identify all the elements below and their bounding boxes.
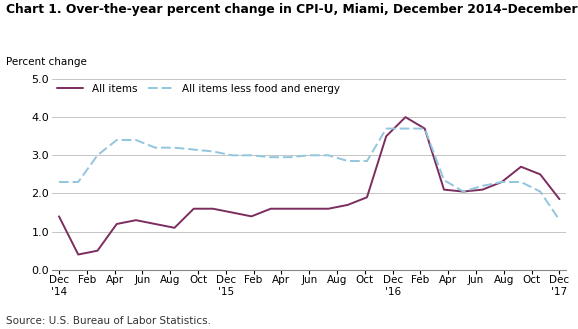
Legend: All items, All items less food and energy: All items, All items less food and energ… bbox=[57, 84, 340, 94]
All items bbox=[209, 207, 216, 211]
All items less food and energy bbox=[132, 138, 139, 142]
All items less food and energy bbox=[402, 127, 409, 131]
Line: All items: All items bbox=[59, 117, 560, 255]
All items bbox=[55, 215, 62, 218]
All items bbox=[132, 218, 139, 222]
All items less food and energy bbox=[364, 159, 370, 163]
All items bbox=[498, 180, 505, 184]
All items less food and energy bbox=[421, 127, 428, 131]
All items bbox=[325, 207, 332, 211]
All items less food and energy bbox=[229, 153, 236, 157]
All items less food and energy bbox=[248, 153, 255, 157]
All items less food and energy bbox=[113, 138, 120, 142]
All items less food and energy bbox=[325, 153, 332, 157]
All items less food and energy bbox=[537, 190, 544, 193]
All items bbox=[364, 195, 370, 199]
All items less food and energy bbox=[190, 148, 197, 152]
All items less food and energy bbox=[94, 153, 101, 157]
All items bbox=[460, 190, 466, 193]
All items bbox=[229, 211, 236, 215]
All items bbox=[113, 222, 120, 226]
All items bbox=[94, 249, 101, 253]
All items bbox=[287, 207, 294, 211]
All items less food and energy bbox=[75, 180, 81, 184]
Text: Percent change: Percent change bbox=[6, 58, 87, 67]
All items less food and energy bbox=[171, 146, 178, 150]
All items less food and energy bbox=[209, 149, 216, 153]
All items less food and energy bbox=[152, 146, 159, 150]
All items bbox=[248, 215, 255, 218]
All items bbox=[517, 165, 524, 169]
All items bbox=[402, 115, 409, 119]
All items less food and energy bbox=[287, 155, 294, 159]
All items bbox=[440, 188, 447, 191]
All items less food and energy bbox=[267, 155, 274, 159]
All items less food and energy bbox=[306, 153, 313, 157]
All items bbox=[383, 134, 390, 138]
All items bbox=[306, 207, 313, 211]
All items bbox=[556, 197, 563, 201]
All items less food and energy bbox=[556, 218, 563, 222]
All items bbox=[537, 172, 544, 176]
All items bbox=[344, 203, 351, 207]
All items less food and energy bbox=[383, 127, 390, 131]
All items less food and energy bbox=[460, 190, 466, 193]
All items less food and energy bbox=[440, 178, 447, 182]
Text: Chart 1. Over-the-year percent change in CPI-U, Miami, December 2014–December 20: Chart 1. Over-the-year percent change in… bbox=[6, 3, 578, 16]
All items bbox=[75, 253, 81, 257]
All items less food and energy bbox=[498, 180, 505, 184]
All items less food and energy bbox=[344, 159, 351, 163]
All items less food and energy bbox=[517, 180, 524, 184]
All items bbox=[421, 127, 428, 131]
Text: Source: U.S. Bureau of Labor Statistics.: Source: U.S. Bureau of Labor Statistics. bbox=[6, 316, 211, 326]
All items bbox=[479, 188, 486, 191]
Line: All items less food and energy: All items less food and energy bbox=[59, 129, 560, 220]
All items bbox=[152, 222, 159, 226]
All items bbox=[267, 207, 274, 211]
All items bbox=[171, 226, 178, 230]
All items bbox=[190, 207, 197, 211]
All items less food and energy bbox=[479, 184, 486, 188]
All items less food and energy bbox=[55, 180, 62, 184]
